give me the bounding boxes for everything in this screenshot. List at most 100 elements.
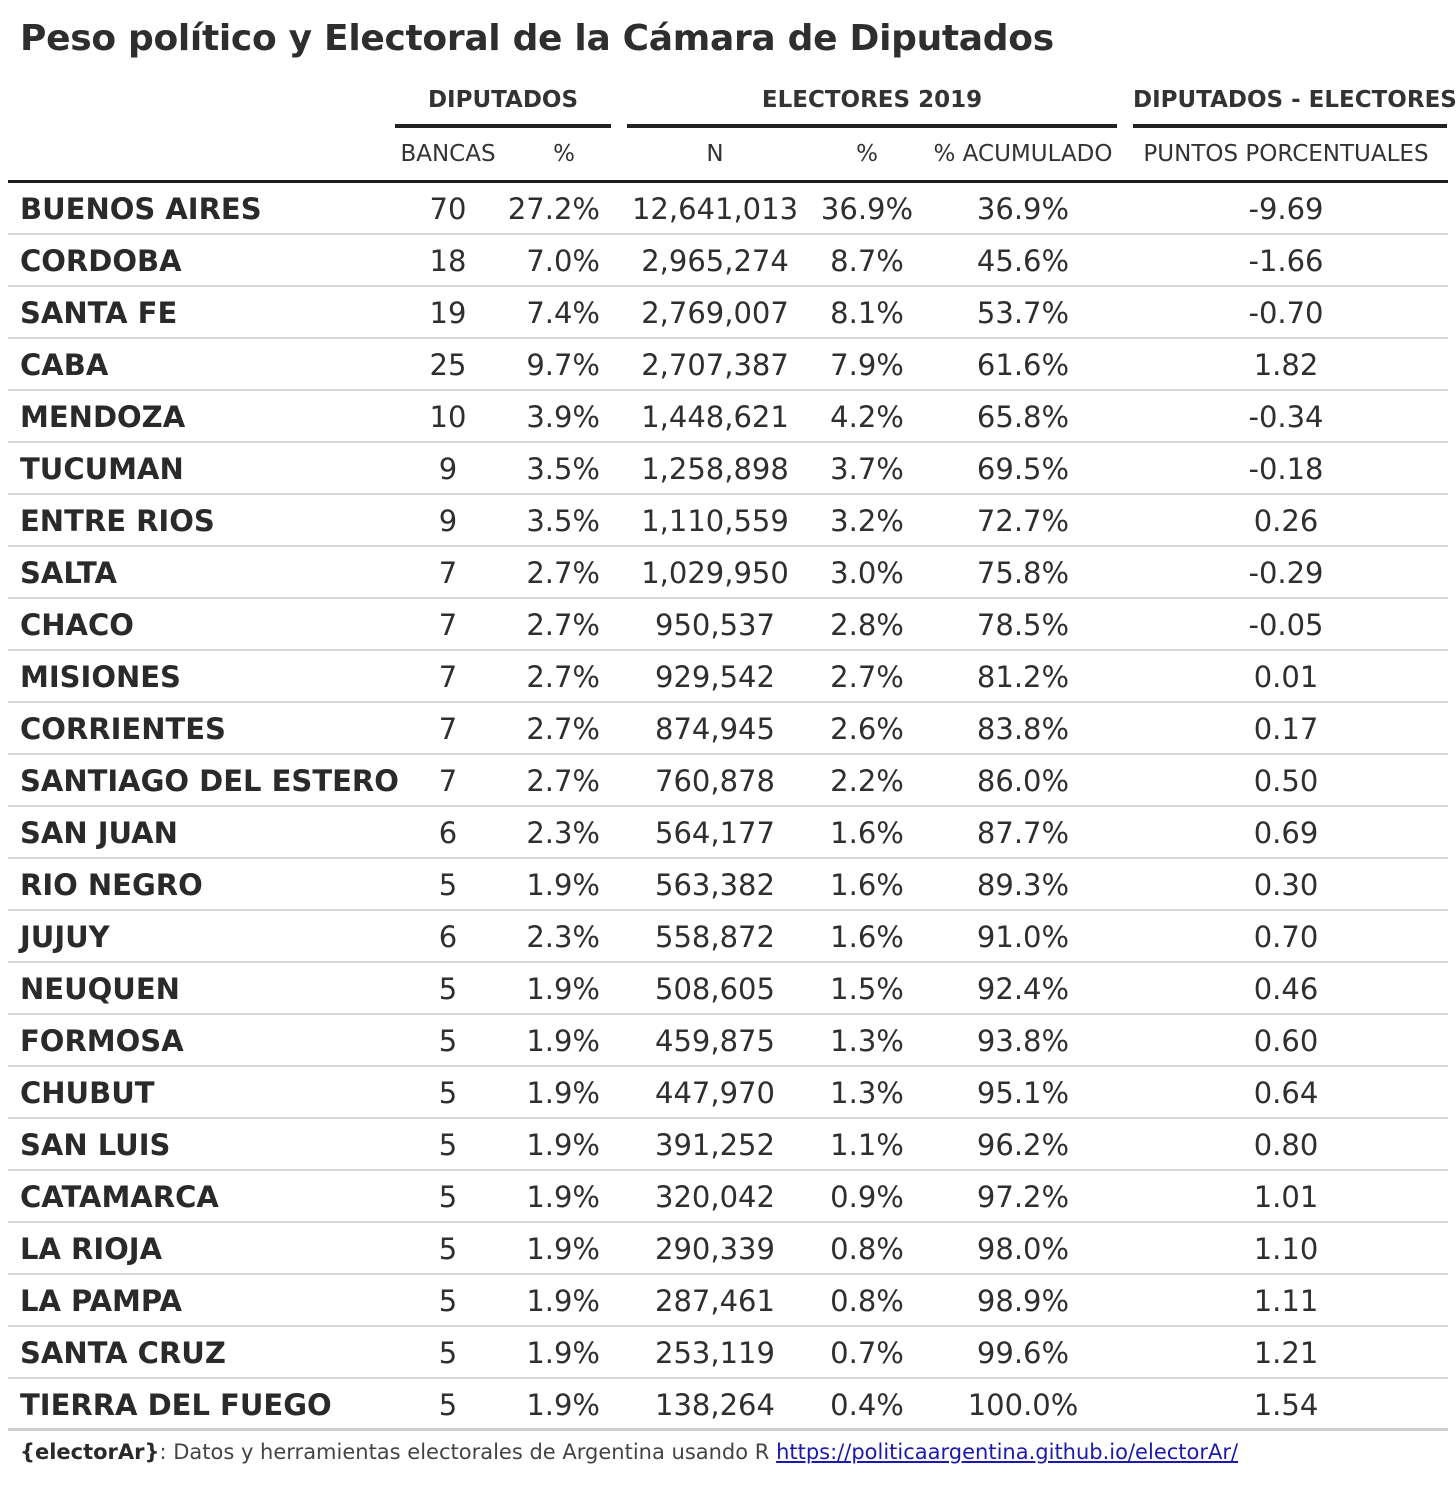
table-row: FORMOSA 5 1.9% 459,875 1.3% 93.8% 0.60 xyxy=(8,1015,1448,1067)
cell-bancas: 5 xyxy=(438,1024,458,1058)
cell-pct-acumulado: 81.2% xyxy=(976,660,1070,694)
cell-n: 929,542 xyxy=(655,660,775,694)
cell-pct-electores: 1.6% xyxy=(830,920,904,954)
table-row: TUCUMAN 9 3.5% 1,258,898 3.7% 69.5% -0.18 xyxy=(8,443,1448,495)
cell-pct-diputados: 3.5% xyxy=(526,452,600,486)
cell-pct-diputados: 1.9% xyxy=(526,972,600,1006)
cell-provincia: LA RIOJA xyxy=(20,1232,163,1266)
cell-provincia: CHUBUT xyxy=(20,1076,155,1110)
cell-n: 760,878 xyxy=(655,764,775,798)
cell-pct-electores: 1.1% xyxy=(830,1128,904,1162)
page-title: Peso político y Electoral de la Cámara d… xyxy=(20,18,1054,59)
cell-bancas: 5 xyxy=(438,1076,458,1110)
cell-pct-electores: 1.6% xyxy=(830,868,904,902)
cell-pct-acumulado: 45.6% xyxy=(976,244,1070,278)
cell-provincia: JUJUY xyxy=(20,920,110,954)
cell-provincia: SAN LUIS xyxy=(20,1128,171,1162)
table-row: CORDOBA 18 7.0% 2,965,274 8.7% 45.6% -1.66 xyxy=(8,235,1448,287)
cell-n: 1,448,621 xyxy=(641,400,789,434)
cell-pct-electores: 8.7% xyxy=(830,244,904,278)
cell-n: 391,252 xyxy=(655,1128,775,1162)
cell-puntos: -0.29 xyxy=(1248,556,1324,590)
cell-pct-diputados: 3.5% xyxy=(526,504,600,538)
cell-puntos: 0.46 xyxy=(1253,972,1319,1006)
cell-bancas: 7 xyxy=(438,556,458,590)
cell-n: 2,707,387 xyxy=(641,348,789,382)
spanner-diputados: DIPUTADOS xyxy=(395,86,611,128)
cell-puntos: 0.01 xyxy=(1253,660,1319,694)
table-body: BUENOS AIRES 70 27.2% 12,641,013 36.9% 36.9% -… xyxy=(8,183,1448,1431)
footer-brand: {electorAr} xyxy=(20,1440,160,1464)
cell-bancas: 7 xyxy=(438,660,458,694)
cell-pct-diputados: 2.7% xyxy=(526,556,600,590)
cell-pct-diputados: 2.7% xyxy=(526,608,600,642)
cell-pct-diputados: 9.7% xyxy=(526,348,600,382)
cell-provincia: SAN JUAN xyxy=(20,816,178,850)
column-header-pct-electores: % xyxy=(856,141,878,167)
cell-pct-electores: 1.5% xyxy=(830,972,904,1006)
cell-puntos: 1.10 xyxy=(1253,1232,1319,1266)
cell-n: 12,641,013 xyxy=(631,192,799,226)
cell-n: 1,029,950 xyxy=(641,556,789,590)
cell-puntos: 1.54 xyxy=(1253,1388,1319,1422)
cell-n: 950,537 xyxy=(655,608,775,642)
cell-pct-diputados: 1.9% xyxy=(526,1128,600,1162)
cell-pct-electores: 0.8% xyxy=(830,1232,904,1266)
table-row: CHUBUT 5 1.9% 447,970 1.3% 95.1% 0.64 xyxy=(8,1067,1448,1119)
footer-link[interactable]: https://politicaargentina.github.io/elec… xyxy=(776,1440,1239,1464)
column-header-pct-acumulado: % ACUMULADO xyxy=(933,141,1113,167)
cell-bancas: 9 xyxy=(438,452,458,486)
footer: {electorAr}: Datos y herramientas electo… xyxy=(20,1440,1238,1464)
cell-puntos: -0.34 xyxy=(1248,400,1324,434)
column-header-puntos: PUNTOS PORCENTUALES xyxy=(1143,141,1429,167)
cell-puntos: -0.70 xyxy=(1248,296,1324,330)
cell-puntos: 1.21 xyxy=(1253,1336,1319,1370)
spanner-electores: ELECTORES 2019 xyxy=(627,86,1117,128)
cell-n: 253,119 xyxy=(655,1336,775,1370)
cell-puntos: -0.18 xyxy=(1248,452,1324,486)
column-header-bancas: BANCAS xyxy=(400,141,496,167)
table-row: MISIONES 7 2.7% 929,542 2.7% 81.2% 0.01 xyxy=(8,651,1448,703)
cell-n: 874,945 xyxy=(655,712,775,746)
cell-n: 2,769,007 xyxy=(641,296,789,330)
cell-bancas: 6 xyxy=(438,920,458,954)
cell-puntos: -1.66 xyxy=(1248,244,1324,278)
cell-pct-diputados: 7.0% xyxy=(526,244,600,278)
cell-pct-diputados: 1.9% xyxy=(526,1024,600,1058)
cell-n: 320,042 xyxy=(655,1180,775,1214)
cell-provincia: SANTIAGO DEL ESTERO xyxy=(20,764,399,798)
cell-pct-acumulado: 95.1% xyxy=(976,1076,1070,1110)
table-row: CORRIENTES 7 2.7% 874,945 2.6% 83.8% 0.17 xyxy=(8,703,1448,755)
table-row: JUJUY 6 2.3% 558,872 1.6% 91.0% 0.70 xyxy=(8,911,1448,963)
cell-bancas: 10 xyxy=(429,400,467,434)
cell-bancas: 9 xyxy=(438,504,458,538)
table-row: NEUQUEN 5 1.9% 508,605 1.5% 92.4% 0.46 xyxy=(8,963,1448,1015)
cell-bancas: 25 xyxy=(429,348,467,382)
cell-puntos: 1.01 xyxy=(1253,1180,1319,1214)
cell-pct-acumulado: 97.2% xyxy=(976,1180,1070,1214)
cell-bancas: 5 xyxy=(438,1232,458,1266)
cell-pct-diputados: 2.7% xyxy=(526,712,600,746)
cell-bancas: 70 xyxy=(429,192,467,226)
cell-pct-diputados: 3.9% xyxy=(526,400,600,434)
cell-provincia: BUENOS AIRES xyxy=(20,192,262,226)
cell-provincia: CORDOBA xyxy=(20,244,182,278)
cell-provincia: LA PAMPA xyxy=(20,1284,182,1318)
cell-bancas: 19 xyxy=(429,296,467,330)
cell-puntos: 0.69 xyxy=(1253,816,1319,850)
cell-pct-acumulado: 93.8% xyxy=(976,1024,1070,1058)
cell-n: 564,177 xyxy=(655,816,775,850)
table-row: CHACO 7 2.7% 950,537 2.8% 78.5% -0.05 xyxy=(8,599,1448,651)
cell-n: 138,264 xyxy=(655,1388,775,1422)
column-header-pct-diputados: % xyxy=(553,141,575,167)
cell-pct-diputados: 1.9% xyxy=(526,1232,600,1266)
cell-puntos: -9.69 xyxy=(1248,192,1324,226)
cell-n: 2,965,274 xyxy=(641,244,789,278)
table-row: LA RIOJA 5 1.9% 290,339 0.8% 98.0% 1.10 xyxy=(8,1223,1448,1275)
cell-pct-electores: 1.3% xyxy=(830,1076,904,1110)
cell-n: 508,605 xyxy=(655,972,775,1006)
table-row: LA PAMPA 5 1.9% 287,461 0.8% 98.9% 1.11 xyxy=(8,1275,1448,1327)
table-row: SAN JUAN 6 2.3% 564,177 1.6% 87.7% 0.69 xyxy=(8,807,1448,859)
cell-provincia: CHACO xyxy=(20,608,134,642)
cell-pct-diputados: 27.2% xyxy=(507,192,600,226)
